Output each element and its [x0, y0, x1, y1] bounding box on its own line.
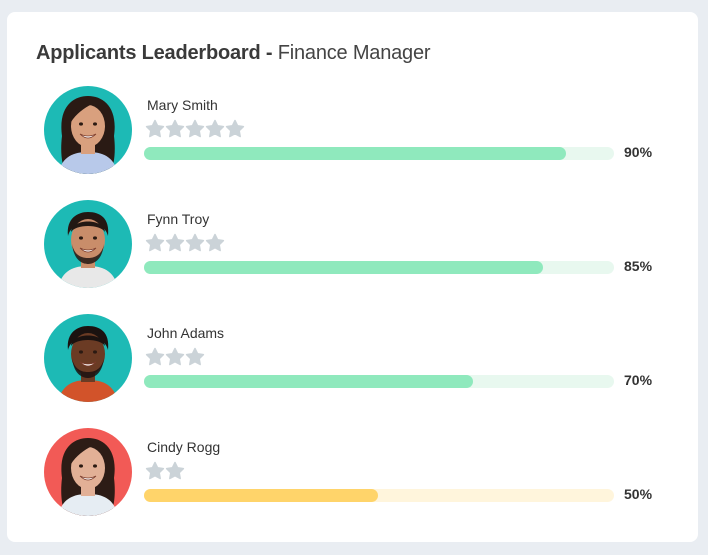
star-rating: [145, 461, 185, 481]
score-bar-fill: [144, 147, 566, 160]
title-main: Applicants Leaderboard -: [36, 42, 273, 64]
star-icon: [145, 347, 165, 366]
title-role: Finance Manager: [277, 42, 431, 64]
applicant-name: Mary Smith: [147, 97, 218, 113]
score-bar: [144, 261, 614, 274]
star-icon: [185, 233, 205, 252]
score-percent: 50%: [624, 486, 653, 502]
applicant-name: Cindy Rogg: [147, 439, 221, 455]
score-bar: [144, 375, 614, 388]
applicant-name: John Adams: [147, 325, 225, 341]
star-icon: [185, 119, 205, 138]
score-bar-fill: [144, 261, 543, 274]
woman-avatar-icon: [44, 428, 132, 516]
applicant-row[interactable]: Mary Smith 90%: [7, 86, 698, 186]
applicant-row[interactable]: Cindy Rogg 50%: [7, 428, 698, 528]
star-icon: [165, 119, 185, 138]
star-icon: [165, 233, 185, 252]
star-rating: [145, 119, 245, 139]
applicant-row[interactable]: John Adams 70%: [7, 314, 698, 414]
star-icon: [145, 233, 165, 252]
star-icon: [225, 119, 245, 138]
star-icon: [145, 461, 165, 480]
applicant-name: Fynn Troy: [147, 211, 210, 227]
man-avatar-icon: [44, 314, 132, 402]
man-avatar-icon: [44, 200, 132, 288]
star-icon: [205, 233, 225, 252]
star-icon: [205, 119, 225, 138]
star-icon: [165, 461, 185, 480]
score-bar-fill: [144, 375, 473, 388]
score-bar: [144, 147, 614, 160]
woman-avatar-icon: [44, 86, 132, 174]
star-icon: [145, 119, 165, 138]
score-bar-fill: [144, 489, 378, 502]
star-icon: [165, 347, 185, 366]
score-percent: 90%: [624, 144, 653, 160]
star-rating: [145, 347, 205, 367]
applicant-row[interactable]: Fynn Troy 85%: [7, 200, 698, 300]
page-title: Applicants Leaderboard - Finance Manager: [36, 42, 431, 65]
score-bar: [144, 489, 614, 502]
score-percent: 70%: [624, 372, 653, 388]
score-percent: 85%: [624, 258, 653, 274]
star-icon: [185, 347, 205, 366]
leaderboard-card: Applicants Leaderboard - Finance Manager…: [7, 12, 698, 542]
star-rating: [145, 233, 225, 253]
